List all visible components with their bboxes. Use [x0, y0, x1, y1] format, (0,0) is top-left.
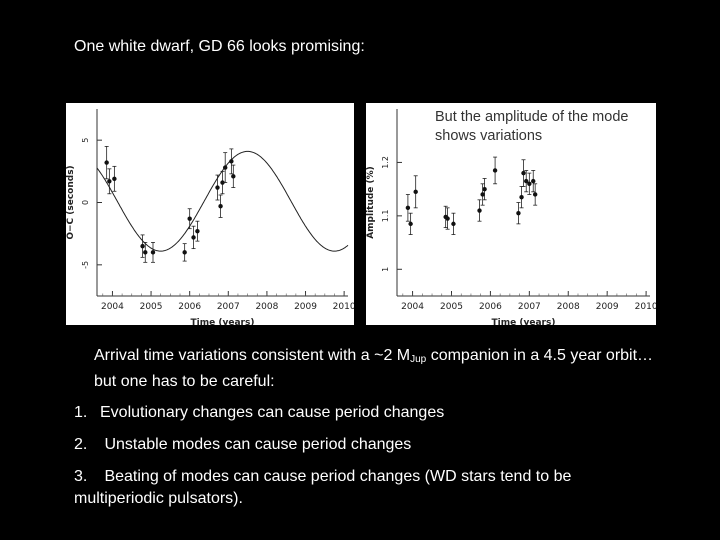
y-axis-title: O−C (seconds) — [66, 165, 76, 239]
oc-chart-panel: 2004 2005 2006 2007 2008 2009 2010 -5 0 5 Time (ye… — [66, 103, 354, 325]
list-item-text: Evolutionary changes can cause period ch… — [100, 404, 445, 421]
fit-curve — [96, 150, 349, 252]
data-point — [140, 243, 145, 249]
data-point — [482, 186, 487, 192]
y-tick-label: -5 — [81, 261, 90, 269]
paragraph-subscript: Jup — [410, 354, 427, 365]
list-item: 3. Beating of modes can cause period cha… — [74, 466, 654, 510]
x-tick-label: 2004 — [101, 302, 124, 312]
amplitude-chart-panel: 2004 2005 2006 2007 2008 2009 2010 1 1.1 1.2 Time … — [366, 103, 656, 325]
data-point — [220, 180, 225, 185]
x-tick-label: 2008 — [557, 302, 580, 312]
x-tick-label: 2004 — [401, 302, 424, 312]
data-point — [480, 192, 485, 197]
data-point — [143, 250, 148, 255]
x-tick-label: 2010 — [333, 302, 354, 312]
x-tick-label: 2006 — [479, 302, 502, 312]
data-point — [519, 194, 524, 200]
data-point — [104, 160, 109, 165]
data-point — [527, 181, 532, 186]
x-tick-label: 2007 — [518, 302, 541, 312]
list-item-text: Unstable modes can cause period changes — [100, 436, 412, 453]
data-point — [408, 221, 413, 227]
data-point — [521, 170, 526, 176]
data-point — [516, 210, 521, 216]
data-point — [187, 216, 192, 221]
list-item-number: 3. — [74, 468, 88, 485]
list-item: 2. Unstable modes can cause period chang… — [74, 434, 411, 456]
data-point — [451, 221, 456, 227]
x-tick-label: 2010 — [635, 302, 656, 312]
amplitude-note: But the amplitude of the mode shows vari… — [435, 109, 629, 144]
list-item-number: 2. — [74, 436, 88, 453]
data-point — [229, 159, 234, 164]
x-axis-title: Time (years) — [191, 318, 255, 325]
data-point — [445, 216, 450, 221]
x-tick-label: 2005 — [440, 302, 463, 312]
x-tick-label: 2009 — [294, 302, 317, 312]
data-point — [191, 235, 196, 240]
arrival-time-paragraph: Arrival time variations consistent with … — [94, 345, 654, 393]
data-point — [413, 189, 418, 195]
data-point — [231, 174, 236, 179]
data-point — [215, 185, 220, 190]
x-tick-label: 2005 — [140, 302, 163, 312]
y-tick-label: 1.1 — [381, 209, 390, 222]
data-point — [531, 178, 536, 184]
paragraph-text-post: companion in a 4.5 year orbit…but one ha… — [94, 347, 654, 390]
y-tick-label: 1 — [381, 267, 390, 272]
list-item-number: 1. — [74, 404, 88, 421]
paragraph-text-pre: Arrival time variations consistent with … — [94, 347, 411, 364]
data-point — [532, 192, 538, 197]
y-tick-label: 1.2 — [381, 156, 390, 169]
data-point — [405, 205, 411, 211]
x-tick-label: 2007 — [217, 302, 240, 312]
data-point — [195, 228, 200, 234]
x-tick-label: 2009 — [596, 302, 619, 312]
data-point — [492, 168, 498, 173]
slide-heading: One white dwarf, GD 66 looks promising: — [74, 38, 365, 55]
data-point — [182, 250, 187, 255]
data-point — [223, 165, 228, 170]
data-point — [477, 208, 482, 213]
list-item-text: Beating of modes can cause period change… — [74, 468, 572, 507]
data-point — [112, 176, 117, 182]
x-tick-label: 2008 — [255, 302, 278, 312]
y-tick-label: 0 — [81, 200, 90, 205]
data-point — [150, 250, 156, 255]
x-tick-label: 2006 — [178, 302, 201, 312]
y-axis-title: Amplitude (%) — [366, 166, 376, 239]
oc-chart: 2004 2005 2006 2007 2008 2009 2010 -5 0 5 Time (ye… — [66, 109, 354, 325]
x-axis-title: Time (years) — [492, 318, 556, 325]
list-item: 1. Evolutionary changes can cause period … — [74, 402, 444, 424]
amplitude-chart: 2004 2005 2006 2007 2008 2009 2010 1 1.1 1.2 Time … — [366, 109, 656, 325]
data-point — [218, 204, 223, 209]
data-point — [524, 178, 529, 184]
y-tick-label: 5 — [81, 138, 90, 143]
data-point — [107, 179, 112, 184]
